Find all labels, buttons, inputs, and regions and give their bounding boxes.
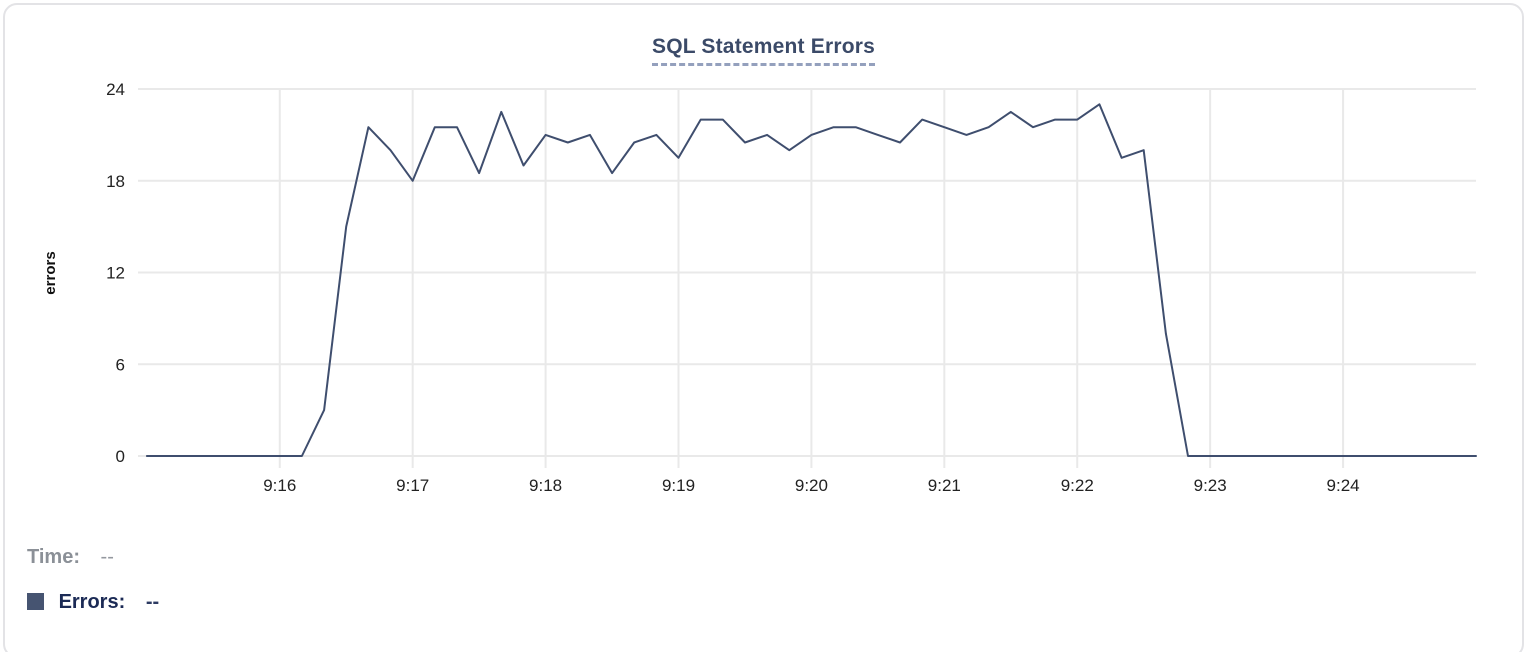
x-tick-label: 9:21	[928, 476, 961, 495]
hover-legend: Time: -- Errors: --	[27, 545, 159, 614]
chart-header: SQL Statement Errors	[5, 35, 1522, 66]
legend-time-row: Time: --	[27, 545, 159, 569]
x-tick-label: 9:20	[795, 476, 828, 495]
x-tick-label: 9:19	[662, 476, 695, 495]
legend-errors-row: Errors: --	[27, 590, 159, 614]
errors-line-chart[interactable]: 0 6 12 18 24 9:16 9:17 9:18 9:19 9:20 9:21 9:22 9:23…	[5, 5, 1528, 510]
y-tick-label: 0	[116, 447, 125, 466]
chart-card: SQL Statement Errors 0 6 12 18 24 9:16 9:17 9:1…	[3, 3, 1524, 652]
y-tick-label: 24	[106, 80, 125, 99]
y-tick-label: 6	[116, 355, 125, 374]
legend-errors-label: Errors:	[58, 591, 126, 613]
y-axis-label: errors	[42, 251, 59, 294]
errors-series-line[interactable]	[145, 103, 1477, 457]
legend-time-value: --	[100, 546, 114, 568]
x-tick-label: 9:24	[1327, 476, 1360, 495]
errors-series-swatch	[27, 593, 44, 610]
chart-title[interactable]: SQL Statement Errors	[651, 35, 875, 66]
legend-errors-value: --	[145, 591, 160, 613]
x-tick-label: 9:18	[529, 476, 562, 495]
legend-time-label: Time:	[27, 546, 80, 568]
x-tick-label: 9:17	[396, 476, 429, 495]
y-tick-label: 12	[106, 264, 125, 283]
x-tick-label: 9:16	[263, 476, 296, 495]
x-tick-label: 9:22	[1061, 476, 1094, 495]
x-tick-label: 9:23	[1194, 476, 1227, 495]
y-tick-label: 18	[106, 172, 125, 191]
